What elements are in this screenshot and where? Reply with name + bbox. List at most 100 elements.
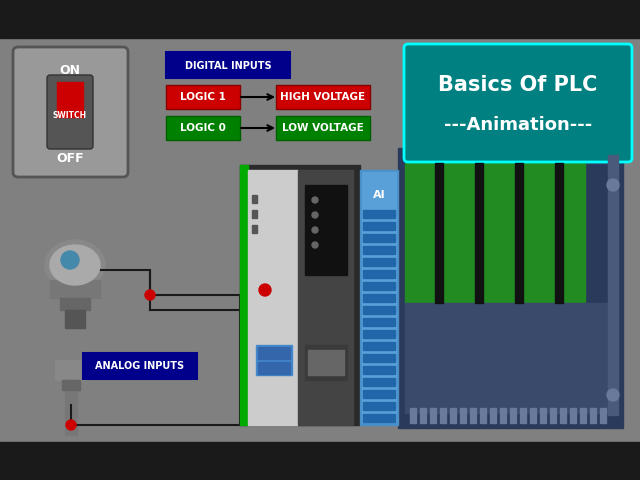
Bar (405, 303, 615, 413)
Bar (555, 163, 563, 303)
Bar (240, 165, 360, 425)
Bar (360, 170, 398, 425)
Bar (362, 172, 396, 422)
Bar (580, 408, 586, 423)
Bar (363, 294, 395, 302)
Bar (256, 345, 292, 375)
Circle shape (312, 242, 318, 248)
Bar (490, 408, 496, 423)
Bar (363, 330, 395, 338)
Bar (480, 408, 486, 423)
Bar (60, 298, 90, 310)
Bar (430, 408, 436, 423)
Bar (363, 270, 395, 278)
Bar (252, 195, 257, 203)
Bar (530, 408, 536, 423)
Text: SWITCH: SWITCH (53, 111, 87, 120)
Bar (0, 0, 640, 38)
Bar (460, 408, 466, 423)
Bar (65, 310, 85, 328)
Bar (57, 82, 83, 117)
Circle shape (66, 420, 76, 430)
Text: ON: ON (60, 63, 81, 76)
Bar (450, 408, 456, 423)
Bar (570, 408, 576, 423)
Circle shape (145, 290, 155, 300)
Bar (500, 408, 506, 423)
Bar (608, 155, 618, 415)
Bar (363, 282, 395, 290)
Ellipse shape (61, 251, 79, 269)
Bar (258, 347, 290, 359)
Bar (363, 306, 395, 314)
FancyBboxPatch shape (404, 44, 632, 162)
Bar (252, 225, 257, 233)
Bar (515, 163, 523, 303)
Bar (440, 408, 446, 423)
Text: ---Animation---: ---Animation--- (444, 116, 592, 134)
FancyBboxPatch shape (83, 353, 197, 379)
FancyBboxPatch shape (276, 116, 370, 140)
Bar (435, 163, 443, 303)
Bar (65, 380, 77, 435)
Circle shape (312, 212, 318, 218)
Ellipse shape (45, 240, 105, 290)
Bar (308, 350, 344, 375)
Circle shape (607, 389, 619, 401)
Text: OFF: OFF (56, 152, 84, 165)
Bar (363, 210, 395, 218)
Bar (363, 402, 395, 410)
Text: LOGIC 1: LOGIC 1 (180, 92, 226, 102)
FancyBboxPatch shape (166, 52, 290, 78)
Text: LOW VOLTAGE: LOW VOLTAGE (282, 123, 364, 133)
Bar (258, 362, 290, 374)
Bar (305, 345, 347, 380)
Bar (470, 408, 476, 423)
Bar (62, 380, 80, 390)
Text: HIGH VOLTAGE: HIGH VOLTAGE (280, 92, 365, 102)
Bar (590, 408, 596, 423)
Bar (405, 163, 585, 303)
Bar (520, 408, 526, 423)
Bar (510, 408, 516, 423)
Ellipse shape (50, 245, 100, 285)
Text: AI: AI (372, 190, 385, 200)
Bar (363, 342, 395, 350)
Bar (420, 408, 426, 423)
Bar (363, 414, 395, 422)
Bar (0, 442, 640, 480)
Bar (363, 366, 395, 374)
Bar (363, 234, 395, 242)
Bar (363, 318, 395, 326)
Bar (363, 390, 395, 398)
Bar (240, 165, 248, 425)
Bar (398, 148, 623, 428)
Text: ANALOG INPUTS: ANALOG INPUTS (95, 361, 184, 371)
Bar (363, 354, 395, 362)
FancyBboxPatch shape (276, 85, 370, 109)
Bar (410, 408, 416, 423)
Circle shape (312, 227, 318, 233)
Bar (550, 408, 556, 423)
Circle shape (259, 284, 271, 296)
Text: DIGITAL INPUTS: DIGITAL INPUTS (185, 61, 271, 71)
Circle shape (607, 179, 619, 191)
Bar (298, 170, 353, 425)
Bar (363, 246, 395, 254)
Bar (248, 170, 298, 425)
Bar (540, 408, 546, 423)
Bar (405, 148, 615, 163)
Bar (252, 210, 257, 218)
FancyBboxPatch shape (166, 116, 240, 140)
Bar (600, 408, 606, 423)
Bar (475, 163, 483, 303)
Bar (50, 280, 100, 298)
Bar (363, 378, 395, 386)
Bar (305, 185, 347, 275)
Text: Basics Of PLC: Basics Of PLC (438, 75, 598, 95)
Bar (560, 408, 566, 423)
Bar (363, 222, 395, 230)
Text: LOGIC 0: LOGIC 0 (180, 123, 226, 133)
FancyBboxPatch shape (166, 85, 240, 109)
FancyBboxPatch shape (47, 75, 93, 149)
